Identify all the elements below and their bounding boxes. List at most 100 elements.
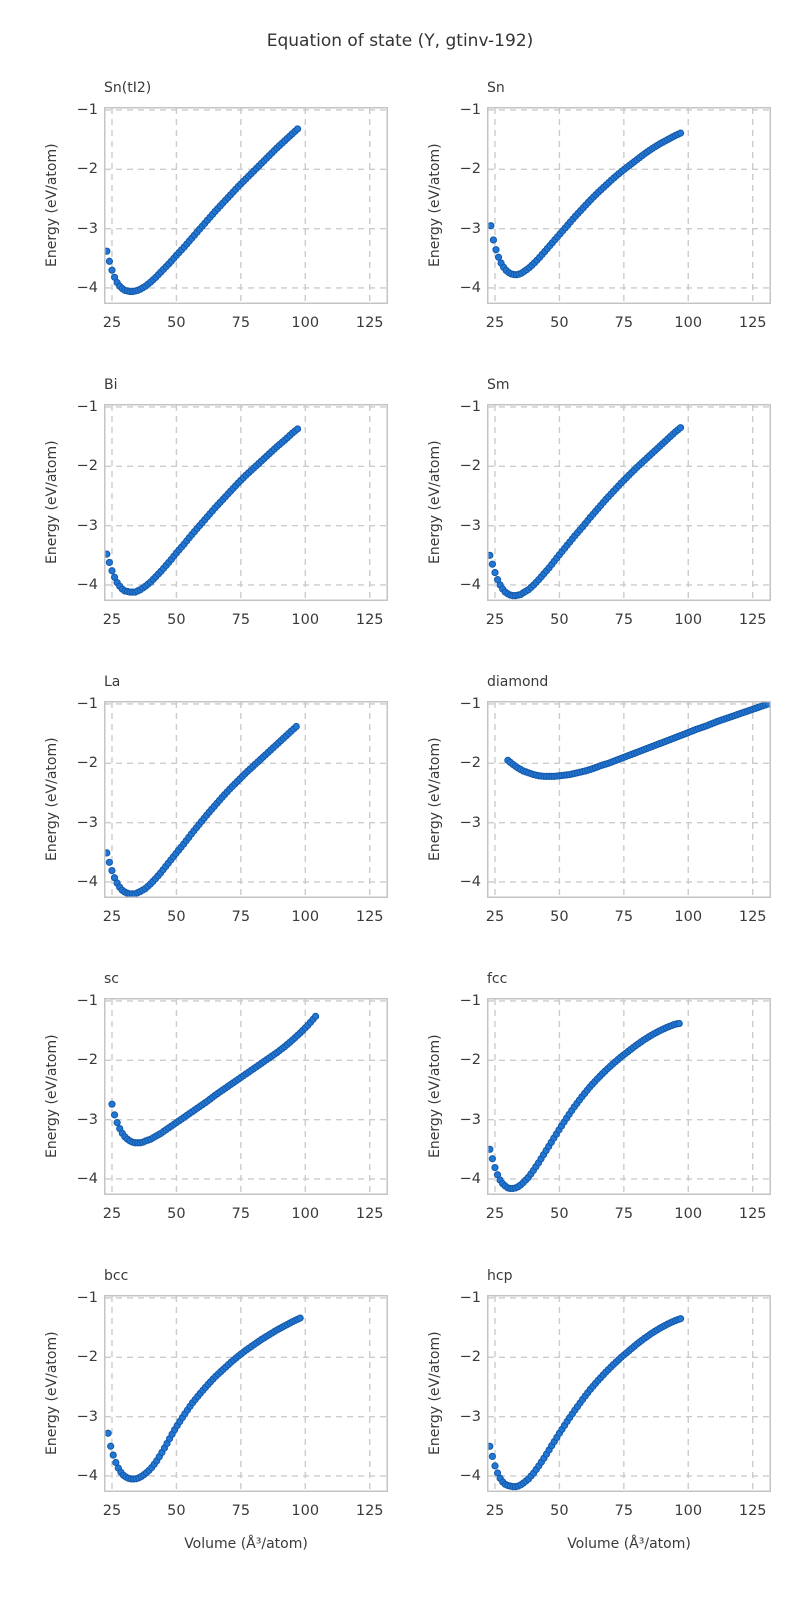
x-tick-label: 50	[167, 909, 186, 925]
grid-lines	[488, 702, 770, 897]
y-axis-label: Energy (eV/atom)	[427, 1034, 443, 1159]
figure-title: Equation of state (Y, gtinv-192)	[266, 31, 534, 51]
y-tick-label: −3	[76, 517, 98, 534]
plot-border	[104, 107, 388, 304]
data-points	[104, 125, 302, 296]
y-tick-label: −4	[459, 576, 481, 593]
x-tick-label: 25	[102, 612, 122, 628]
plot-border	[487, 998, 771, 1195]
plot-border	[104, 998, 388, 1195]
grid-lines	[488, 1296, 770, 1491]
y-axis-label: Energy (eV/atom)	[44, 737, 60, 862]
x-tick-label: 125	[355, 1503, 384, 1519]
x-tick-label: 50	[167, 612, 186, 628]
y-tick-label: −1	[76, 101, 98, 118]
y-tick-label: −2	[76, 458, 98, 475]
x-tick-label: 100	[674, 1206, 703, 1222]
plot-title: La	[104, 674, 121, 690]
y-tick-label: −2	[76, 755, 98, 772]
y-axis-label: Energy (eV/atom)	[44, 1331, 60, 1456]
x-tick-label: 75	[614, 315, 634, 331]
data-points	[104, 1314, 304, 1483]
y-tick-label: −3	[459, 220, 481, 237]
x-tick-label: 125	[355, 315, 384, 331]
plot-area	[104, 998, 388, 1195]
y-axis-label: Energy (eV/atom)	[427, 737, 443, 862]
y-tick-label: −2	[76, 161, 98, 178]
plot-border	[104, 701, 388, 898]
x-tick-label: 125	[738, 315, 767, 331]
plot-area	[487, 1295, 771, 1492]
grid-lines	[488, 405, 770, 600]
y-tick-label: −3	[76, 220, 98, 237]
x-tick-label: 75	[231, 1206, 251, 1222]
grid-lines	[105, 999, 387, 1194]
y-axis-label: Energy (eV/atom)	[427, 143, 443, 268]
x-tick-label: 50	[550, 909, 569, 925]
y-tick-label: −2	[76, 1349, 98, 1366]
subplot-fcc: fcc Energy (eV/atom) −1 −2 −3 −4 25 50 75 100 12…	[425, 968, 775, 1278]
x-tick-label: 125	[738, 1503, 767, 1519]
plot-border	[104, 1295, 388, 1492]
data-points	[104, 722, 300, 898]
grid-lines	[105, 108, 387, 303]
y-tick-label: −3	[76, 1408, 98, 1425]
subplot-hcp: hcp Energy (eV/atom) Volume (Å³/atom) −1…	[425, 1265, 775, 1575]
subplot-bi: Bi Energy (eV/atom) −1 −2 −3 −4 25 50 75 100 125	[42, 374, 392, 684]
data-points	[504, 701, 771, 780]
data-points	[487, 129, 685, 279]
x-tick-label: 75	[231, 315, 251, 331]
grid-lines	[105, 1296, 387, 1491]
y-axis-label: Energy (eV/atom)	[44, 143, 60, 268]
y-tick-label: −3	[459, 1111, 481, 1128]
y-tick-label: −1	[76, 1289, 98, 1306]
x-tick-label: 125	[738, 612, 767, 628]
plot-area	[104, 404, 388, 601]
x-tick-label: 100	[674, 909, 703, 925]
x-tick-label: 25	[485, 1206, 505, 1222]
plot-title: Sn(tI2)	[104, 80, 152, 96]
y-tick-label: −4	[76, 576, 98, 593]
grid-lines	[105, 702, 387, 897]
plot-title: Sn	[487, 80, 505, 96]
y-axis-label: Energy (eV/atom)	[44, 440, 60, 565]
y-tick-label: −2	[459, 458, 481, 475]
x-tick-label: 75	[614, 909, 634, 925]
y-tick-label: −3	[459, 1408, 481, 1425]
plot-title: sc	[104, 971, 119, 987]
x-tick-label: 50	[167, 1503, 186, 1519]
plot-title: bcc	[104, 1268, 129, 1284]
x-tick-label: 50	[167, 315, 186, 331]
subplot-bcc: bcc Energy (eV/atom) Volume (Å³/atom) −1…	[42, 1265, 392, 1575]
x-tick-label: 125	[355, 612, 384, 628]
x-tick-label: 125	[738, 909, 767, 925]
plot-title: Bi	[104, 377, 118, 393]
x-tick-label: 100	[291, 909, 320, 925]
plot-area	[104, 701, 388, 898]
y-tick-label: −3	[76, 814, 98, 831]
y-tick-label: −1	[459, 101, 481, 118]
plot-border	[104, 404, 388, 601]
x-tick-label: 100	[291, 612, 320, 628]
y-tick-label: −4	[76, 1170, 98, 1187]
x-tick-label: 100	[674, 612, 703, 628]
y-tick-label: −1	[76, 695, 98, 712]
plot-area	[487, 701, 771, 898]
y-tick-label: −1	[459, 398, 481, 415]
x-tick-label: 25	[102, 1503, 122, 1519]
x-tick-label: 75	[231, 1503, 251, 1519]
y-axis-label: Energy (eV/atom)	[427, 440, 443, 565]
y-tick-label: −1	[459, 1289, 481, 1306]
data-points	[108, 1012, 320, 1147]
data-points	[104, 425, 302, 596]
y-tick-label: −3	[459, 814, 481, 831]
y-tick-label: −3	[76, 1111, 98, 1128]
y-tick-label: −1	[76, 992, 98, 1009]
x-axis-label: Volume (Å³/atom)	[184, 1536, 308, 1552]
x-tick-label: 100	[291, 315, 320, 331]
y-tick-label: −2	[459, 161, 481, 178]
y-tick-label: −4	[76, 279, 98, 296]
x-tick-label: 25	[102, 909, 122, 925]
plot-border	[487, 1295, 771, 1492]
